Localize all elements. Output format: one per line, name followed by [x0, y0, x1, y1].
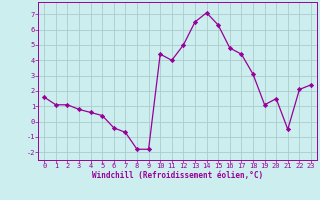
- X-axis label: Windchill (Refroidissement éolien,°C): Windchill (Refroidissement éolien,°C): [92, 171, 263, 180]
